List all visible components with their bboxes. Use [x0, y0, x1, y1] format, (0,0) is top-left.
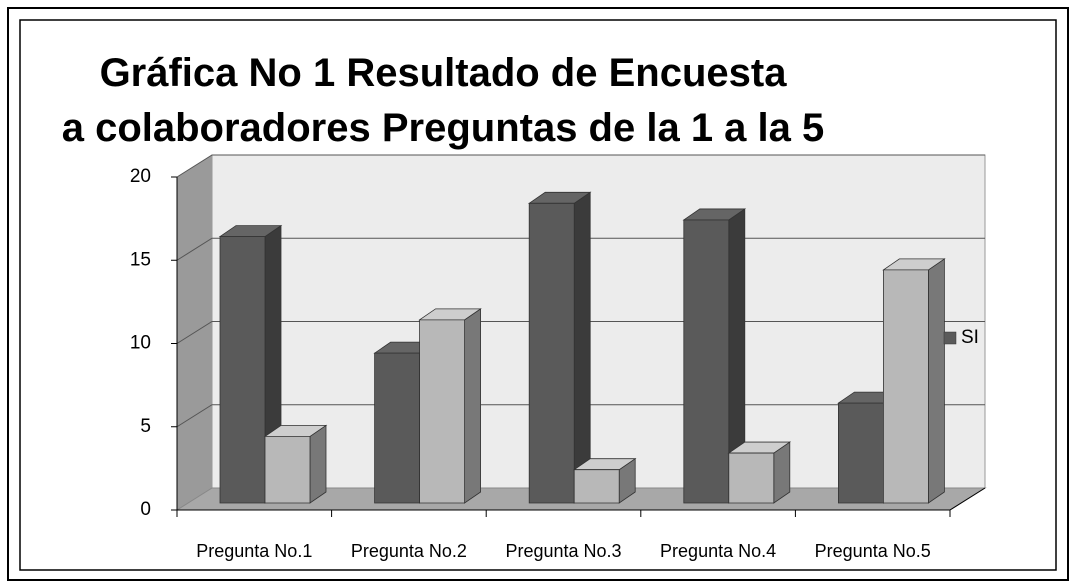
bar	[418, 308, 482, 504]
bar	[263, 424, 328, 504]
bar-face	[573, 469, 620, 504]
bar-face	[838, 402, 884, 504]
bar-face	[219, 236, 266, 504]
bar-face	[309, 424, 327, 504]
legend-swatch	[943, 331, 957, 345]
bar-face	[464, 308, 482, 504]
bar	[527, 191, 592, 504]
legend-label: SI	[961, 327, 979, 348]
bar-face	[264, 435, 311, 504]
x-tick-label: Pregunta No.3	[505, 541, 621, 561]
y-tick-label: 5	[140, 416, 151, 437]
bar-face	[928, 258, 945, 504]
chart-title: Gráfica No 1 Resultado de Encuesta a cola…	[62, 51, 825, 150]
bar-face	[728, 452, 775, 504]
bar-face	[683, 219, 730, 504]
bar	[572, 457, 637, 504]
bar	[682, 208, 747, 504]
bar-face	[573, 191, 591, 504]
bar-face	[528, 202, 575, 504]
bar-face	[883, 269, 929, 504]
y-tick-label: 15	[130, 249, 151, 270]
bar-face	[419, 319, 466, 504]
x-tick-label: Pregunta No.2	[351, 541, 467, 561]
x-tick-label: Pregunta No.4	[660, 541, 776, 561]
y-tick-label: 20	[130, 166, 151, 187]
bar	[882, 258, 946, 504]
y-tick-label: 0	[140, 499, 151, 520]
x-tick-label: Pregunta No.5	[815, 541, 931, 561]
x-axis-back	[949, 487, 986, 511]
grid-line	[176, 154, 985, 178]
bar	[727, 441, 792, 504]
y-tick-label: 10	[130, 333, 151, 354]
bar-face	[374, 352, 421, 504]
x-tick-label: Pregunta No.1	[196, 541, 312, 561]
